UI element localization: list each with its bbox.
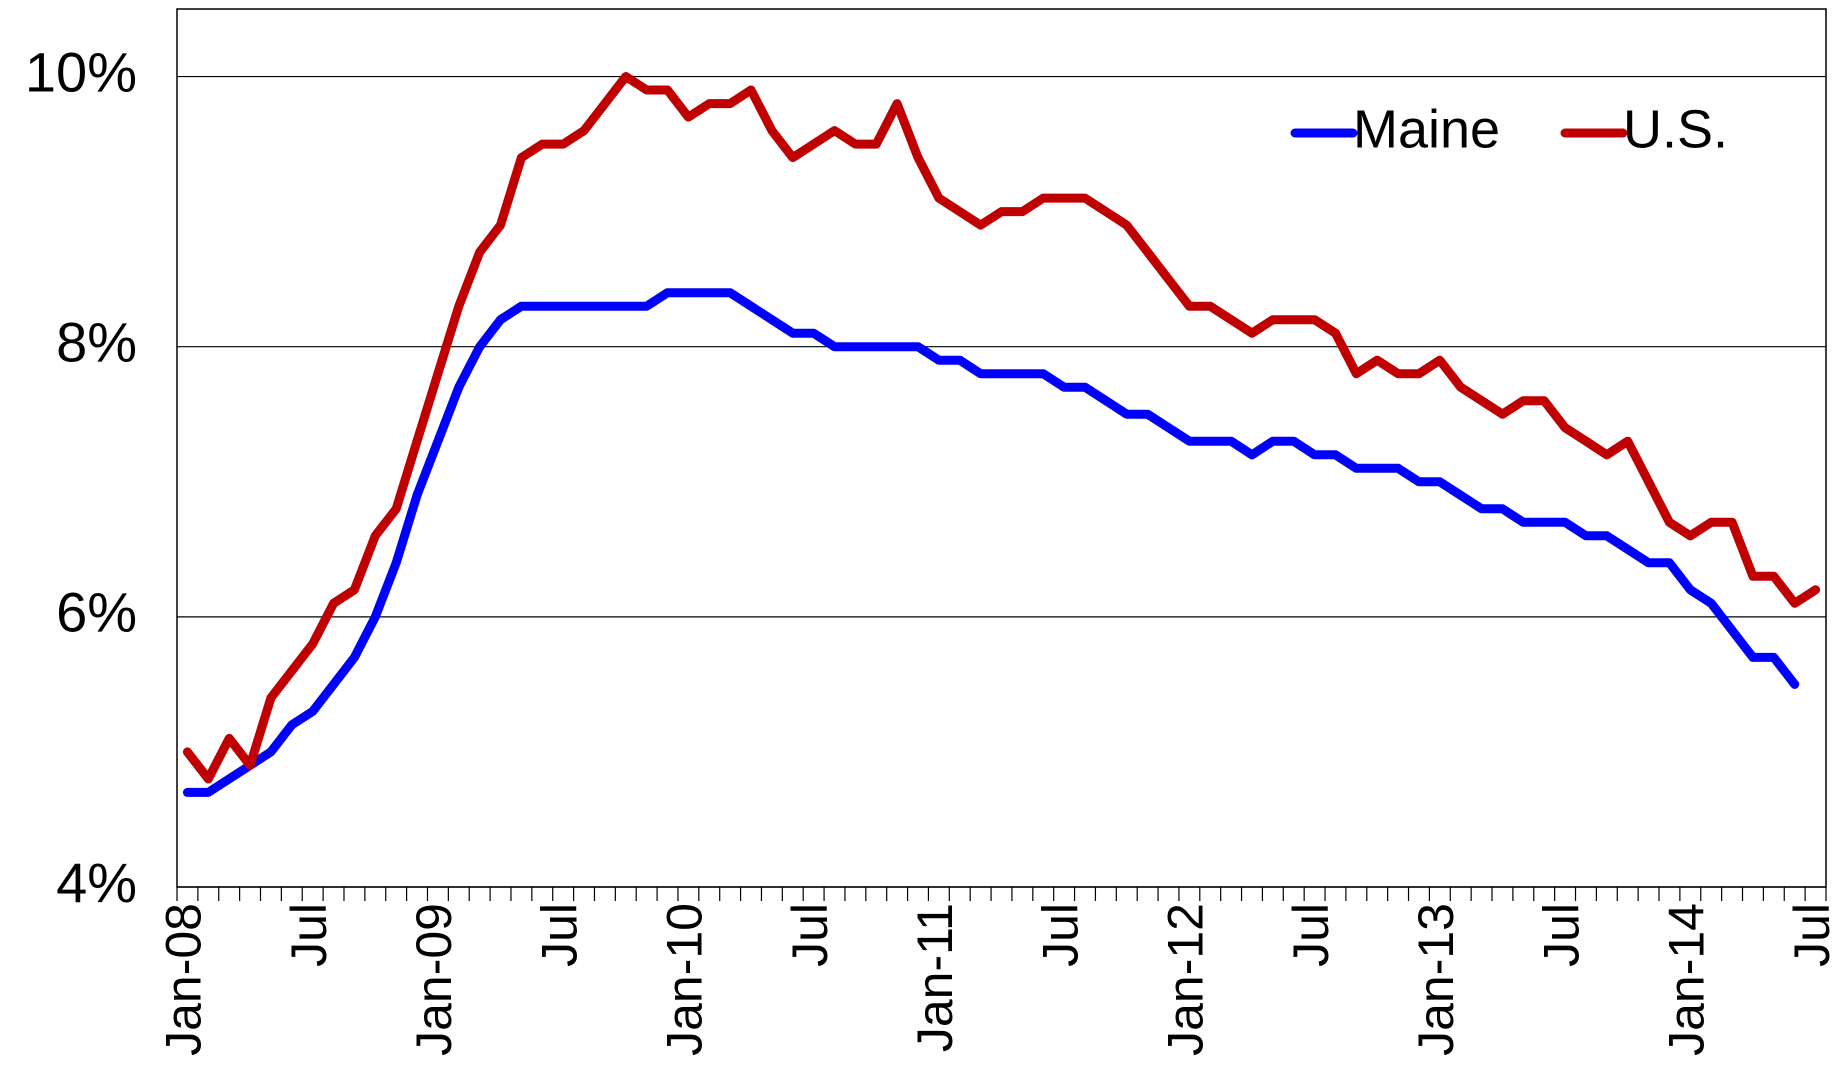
legend-label: Maine — [1353, 99, 1500, 159]
y-tick-label: 10% — [25, 40, 137, 103]
x-tick-label: Jan-13 — [1408, 903, 1464, 1056]
x-tick-label: Jul — [1533, 903, 1589, 967]
x-tick-label: Jul — [1784, 903, 1840, 967]
x-tick-label: Jul — [782, 903, 838, 967]
x-tick-label: Jul — [531, 903, 587, 967]
y-tick-label: 4% — [56, 851, 137, 914]
x-tick-label: Jan-12 — [1158, 903, 1214, 1056]
legend-label: U.S. — [1623, 99, 1728, 159]
series-line — [182, 288, 1800, 797]
x-tick-label: Jan-09 — [406, 903, 462, 1056]
x-tick-label: Jan-08 — [156, 903, 212, 1056]
x-tick-label: Jul — [1032, 903, 1088, 967]
x-tick-label: Jan-10 — [657, 903, 713, 1056]
x-tick-label: Jan-14 — [1659, 903, 1715, 1056]
x-tick-label: Jul — [281, 903, 337, 967]
plot-area — [176, 8, 1827, 888]
x-tick-label: Jul — [1283, 903, 1339, 967]
x-tick-label: Jan-11 — [907, 903, 963, 1052]
series-line — [182, 72, 1821, 784]
y-tick-label: 8% — [56, 310, 137, 373]
y-tick-label: 6% — [56, 581, 137, 644]
